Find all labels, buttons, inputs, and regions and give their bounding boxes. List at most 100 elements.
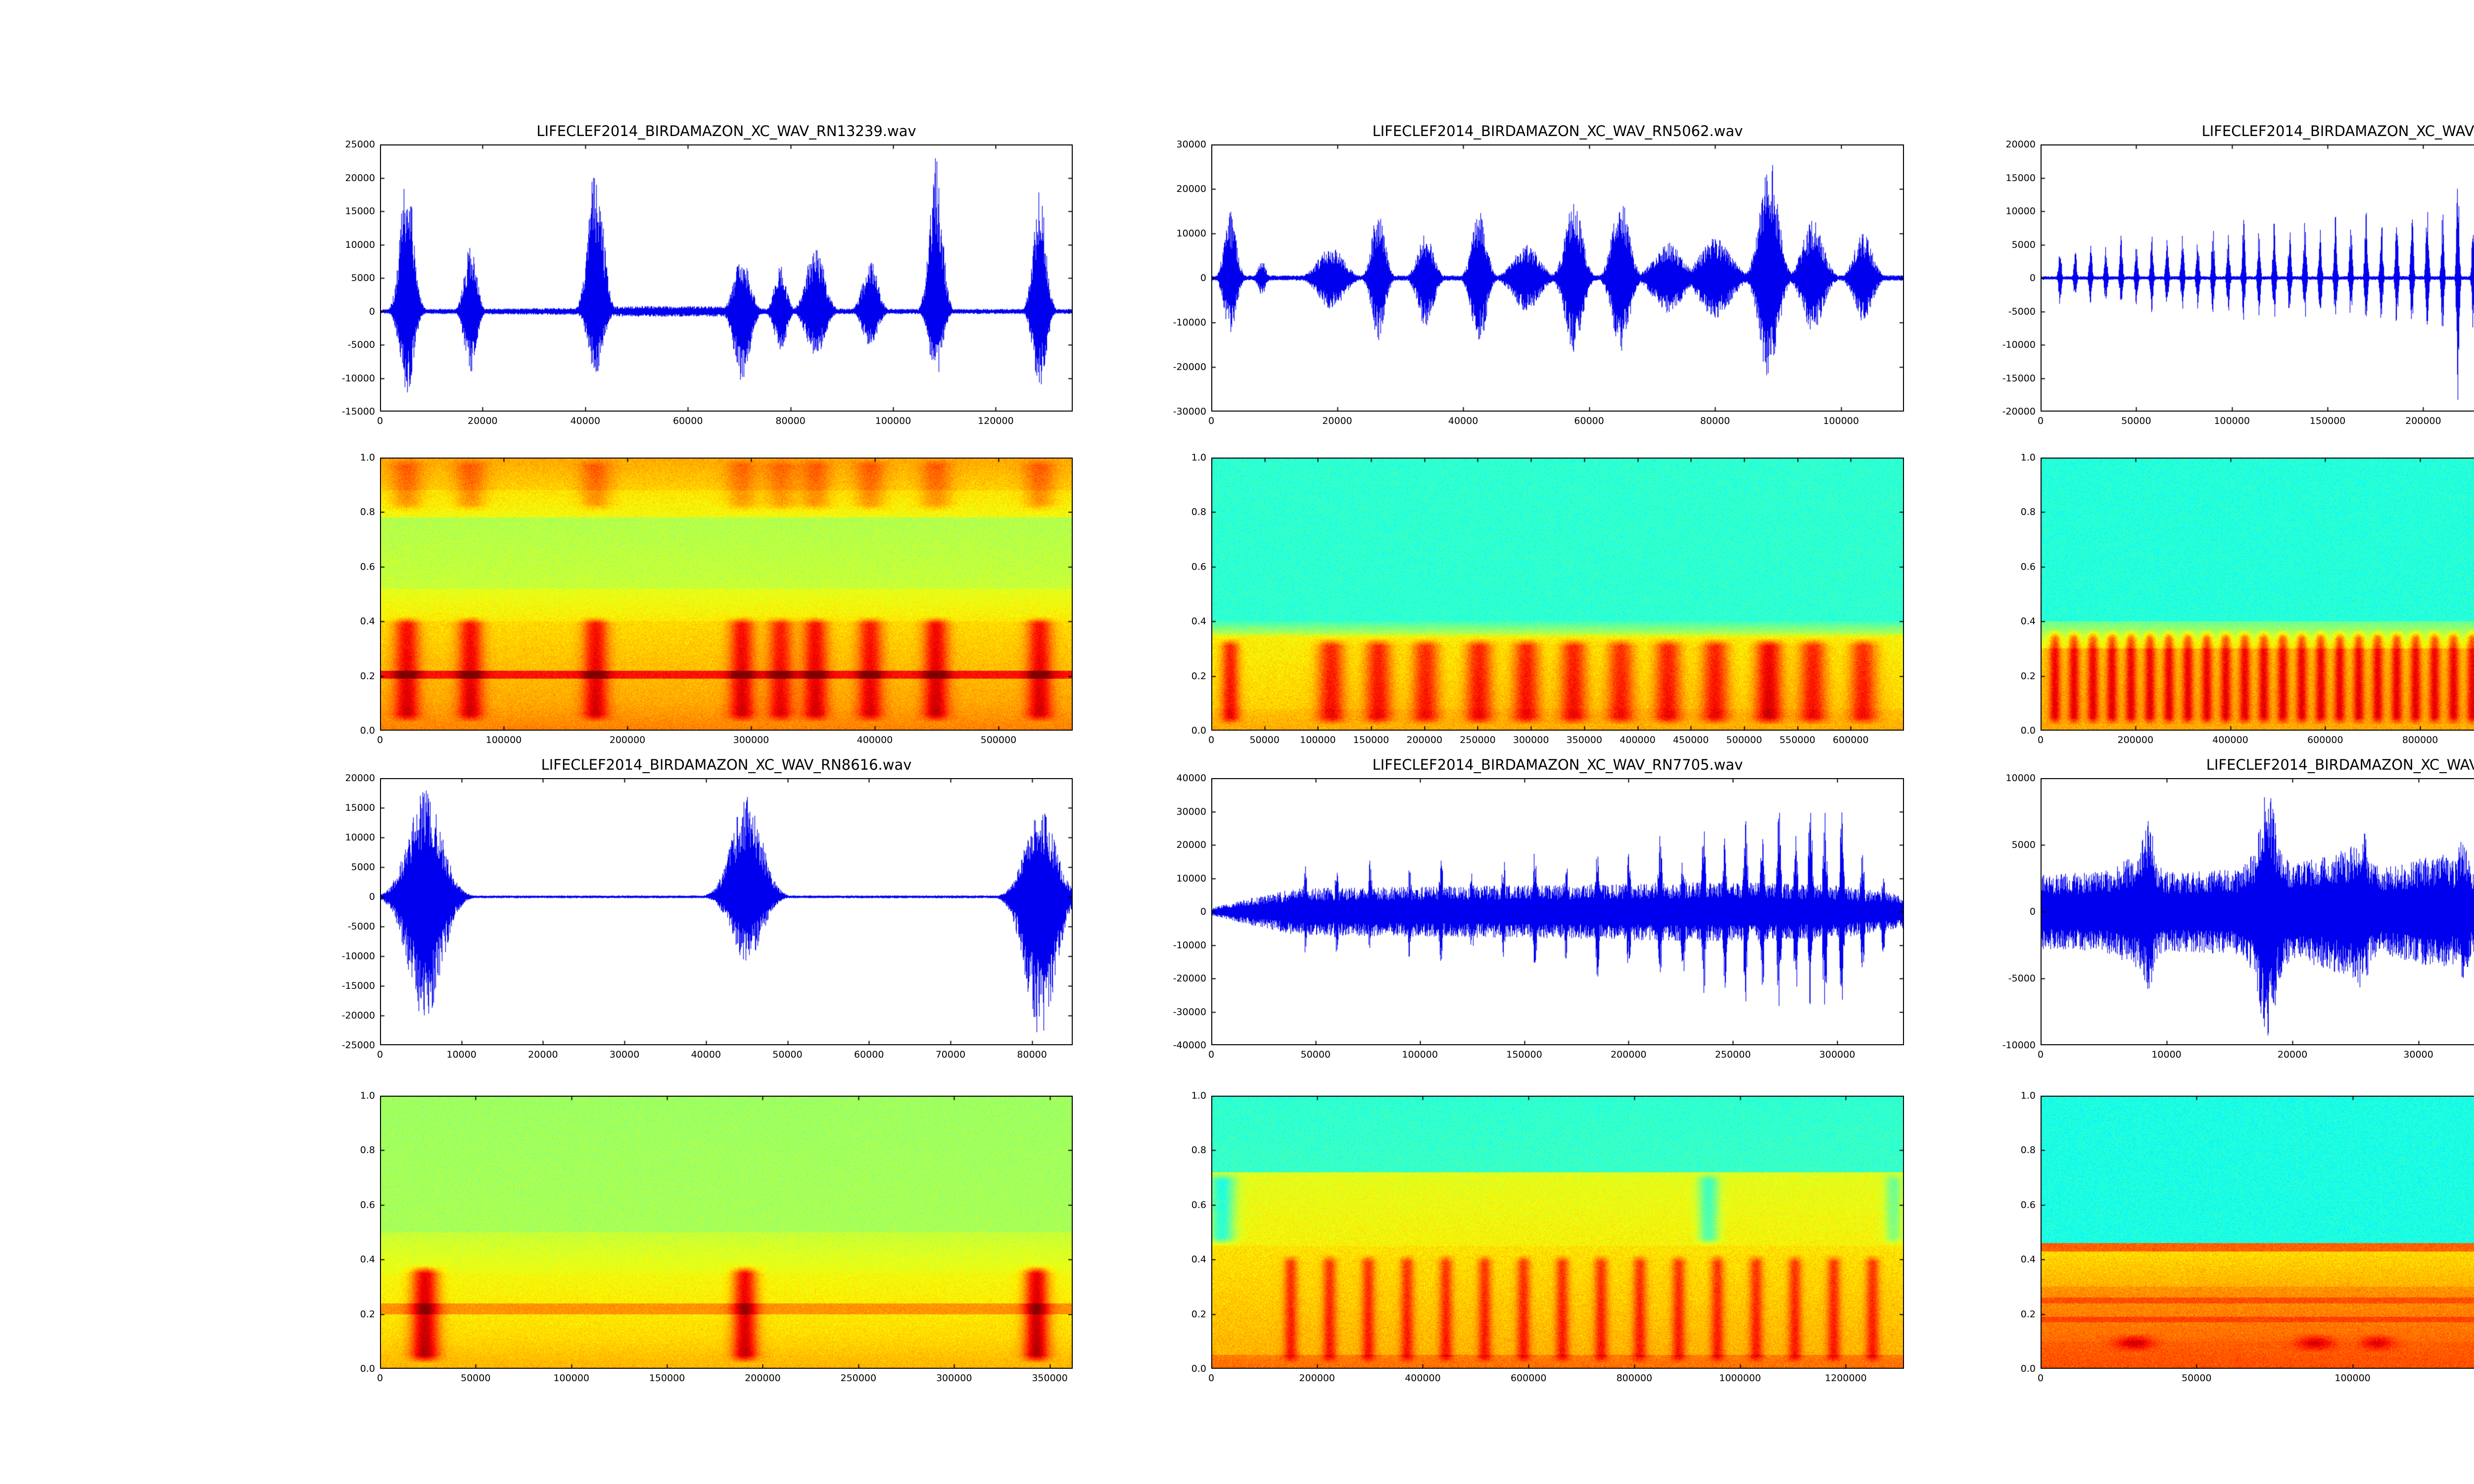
x-tick-label: 10000	[446, 1049, 476, 1060]
x-tick-label: 30000	[609, 1049, 640, 1060]
x-tick-label: 60000	[1574, 416, 1604, 426]
plot-title: LIFECLEF2014_BIRDAMAZON_XC_WAV_RN8616.wa…	[541, 756, 912, 773]
x-tick-label: 100000	[2334, 1373, 2371, 1384]
y-tick-label: 1.0	[2020, 1090, 2036, 1101]
y-tick-label: 0.0	[1191, 1363, 1206, 1374]
y-tick-label: 1.0	[1191, 1090, 1206, 1101]
y-tick-label: 0	[369, 891, 375, 902]
y-tick-label: -10000	[1173, 939, 1206, 951]
y-tick-label: 0.6	[2020, 1199, 2036, 1210]
x-tick-label: 150000	[649, 1373, 685, 1384]
x-tick-label: 400000	[856, 735, 893, 745]
y-tick-label: 1.0	[360, 452, 375, 463]
subplot-waveform-rn8616	[380, 778, 1073, 1045]
x-tick-label: 350000	[1566, 735, 1603, 745]
y-tick-label: 10000	[1176, 228, 1206, 239]
y-tick-label: 5000	[2011, 239, 2036, 250]
x-tick-label: 50000	[461, 1373, 491, 1384]
x-tick-label: 300000	[1513, 735, 1549, 745]
x-tick-label: 400000	[2212, 735, 2248, 745]
y-tick-label: 30000	[1176, 806, 1206, 817]
x-tick-label: 200000	[609, 735, 646, 745]
subplot-waveform-rn13239	[380, 144, 1073, 412]
x-tick-label: 800000	[2402, 735, 2438, 745]
x-tick-label: 40000	[570, 416, 601, 426]
y-tick-label: 5000	[2011, 839, 2036, 850]
x-tick-label: 300000	[733, 735, 769, 745]
subplot-spectrogram-rn2196	[2041, 458, 2474, 731]
x-tick-label: 250000	[1714, 1049, 1751, 1060]
x-tick-label: 0	[377, 735, 383, 745]
y-tick-label: -15000	[341, 406, 375, 417]
x-tick-label: 70000	[935, 1049, 966, 1060]
x-tick-label: 100000	[1300, 735, 1336, 745]
x-tick-label: 200000	[745, 1373, 781, 1384]
spectrogram-canvas-spectrogram-rn7705	[1211, 1096, 1904, 1369]
subplot-spectrogram-rn5062	[1211, 458, 1904, 731]
x-tick-label: 400000	[1619, 735, 1656, 745]
y-tick-label: 15000	[345, 802, 375, 813]
y-tick-label: 0.8	[1191, 507, 1206, 518]
y-tick-label: 10000	[345, 832, 375, 843]
x-tick-label: 100000	[1823, 416, 1859, 426]
x-tick-label: 50000	[2121, 416, 2151, 426]
y-tick-label: 0.6	[1191, 1199, 1206, 1210]
y-tick-label: -15000	[2002, 372, 2036, 384]
y-tick-label: 0.8	[2020, 507, 2036, 518]
y-tick-label: 0	[1200, 906, 1206, 917]
x-tick-label: 50000	[2182, 1373, 2212, 1384]
plot-title: LIFECLEF2014_BIRDAMAZON_XC_WAV_RN2196.wa…	[2201, 123, 2474, 139]
x-tick-label: 600000	[1510, 1373, 1547, 1384]
plot-title: LIFECLEF2014_BIRDAMAZON_XC_WAV_RN5062.wa…	[1372, 123, 1743, 139]
x-tick-label: 30000	[2403, 1049, 2433, 1060]
plot-title: LIFECLEF2014_BIRDAMAZON_XC_WAV_RN251.wav	[2206, 756, 2474, 773]
x-tick-label: 40000	[691, 1049, 721, 1060]
y-tick-label: 0.4	[2020, 1254, 2036, 1265]
spectrogram-canvas-spectrogram-rn2196	[2041, 458, 2474, 731]
x-tick-label: 0	[2037, 1373, 2044, 1384]
y-tick-label: 0.6	[2020, 561, 2036, 572]
y-tick-label: -30000	[1173, 406, 1206, 417]
subplot-waveform-rn251	[2041, 778, 2474, 1045]
y-tick-label: 0	[2029, 906, 2036, 917]
x-tick-label: 450000	[1672, 735, 1709, 745]
y-tick-label: -5000	[2008, 306, 2036, 317]
y-tick-label: 0.2	[360, 670, 375, 682]
y-tick-label: 20000	[1176, 184, 1206, 194]
y-tick-label: 0	[1200, 273, 1206, 283]
y-tick-label: 0.0	[2020, 725, 2036, 736]
x-tick-label: 600000	[2307, 735, 2343, 745]
y-tick-label: 0.8	[360, 1145, 375, 1156]
subplot-waveform-rn7705	[1211, 778, 1904, 1045]
x-tick-label: 150000	[1506, 1049, 1542, 1060]
subplot-spectrogram-rn13239	[380, 458, 1073, 731]
subplot-waveform-rn2196	[2041, 144, 2474, 412]
y-tick-label: 1.0	[1191, 452, 1206, 463]
x-tick-label: 120000	[978, 416, 1014, 426]
x-tick-label: 80000	[1017, 1049, 1047, 1060]
y-tick-label: -15000	[341, 980, 375, 991]
y-tick-label: 20000	[1176, 839, 1206, 850]
x-tick-label: 20000	[1322, 416, 1352, 426]
y-tick-label: 0.2	[1191, 1308, 1206, 1320]
x-tick-label: 500000	[1726, 735, 1762, 745]
plot-title: LIFECLEF2014_BIRDAMAZON_XC_WAV_RN13239.w…	[536, 123, 916, 139]
x-tick-label: 0	[2037, 416, 2044, 426]
x-tick-label: 800000	[1616, 1373, 1653, 1384]
x-tick-label: 50000	[1300, 1049, 1331, 1060]
y-tick-label: 5000	[351, 862, 375, 873]
y-tick-label: 0	[2029, 273, 2036, 283]
y-tick-label: 0.8	[1191, 1145, 1206, 1156]
y-tick-label: 0.4	[1191, 1254, 1206, 1265]
spectrogram-canvas-spectrogram-rn251	[2041, 1096, 2474, 1369]
plot-title: LIFECLEF2014_BIRDAMAZON_XC_WAV_RN7705.wa…	[1372, 756, 1743, 773]
y-tick-label: 10000	[2005, 206, 2036, 217]
y-tick-label: 0.4	[2020, 616, 2036, 627]
waveform-canvas-waveform-rn8616	[380, 778, 1073, 1045]
x-tick-label: 60000	[854, 1049, 884, 1060]
y-tick-label: 0.0	[360, 1363, 375, 1374]
x-tick-label: 0	[1208, 735, 1215, 745]
y-tick-label: 20000	[345, 172, 375, 184]
spectrogram-canvas-spectrogram-rn13239	[380, 458, 1073, 731]
x-tick-label: 200000	[1406, 735, 1443, 745]
